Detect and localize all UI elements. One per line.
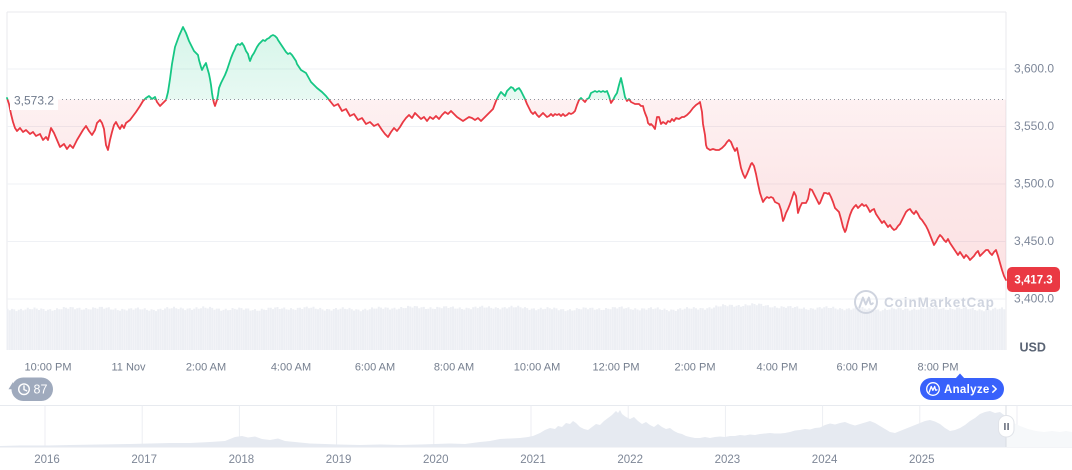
svg-text:2022: 2022 <box>617 454 643 466</box>
svg-text:2018: 2018 <box>229 454 255 466</box>
svg-text:2016: 2016 <box>34 454 60 466</box>
svg-text:CoinMarketCap: CoinMarketCap <box>884 295 995 310</box>
svg-text:4:00 AM: 4:00 AM <box>271 362 311 374</box>
svg-text:USD: USD <box>1020 341 1046 355</box>
svg-text:6:00 AM: 6:00 AM <box>355 362 395 374</box>
svg-text:11 Nov: 11 Nov <box>111 362 146 374</box>
svg-text:Analyze: Analyze <box>944 384 990 396</box>
svg-text:87: 87 <box>34 383 48 397</box>
svg-text:3,417.3: 3,417.3 <box>1014 275 1052 287</box>
svg-text:12:00 PM: 12:00 PM <box>592 362 639 374</box>
svg-text:10:00 AM: 10:00 AM <box>514 362 560 374</box>
svg-text:3,400.0: 3,400.0 <box>1014 292 1054 306</box>
svg-text:2025: 2025 <box>909 454 935 466</box>
svg-text:2019: 2019 <box>326 454 352 466</box>
svg-text:3,600.0: 3,600.0 <box>1014 62 1054 76</box>
svg-text:2024: 2024 <box>812 454 838 466</box>
svg-text:8:00 AM: 8:00 AM <box>434 362 474 374</box>
svg-text:3,550.0: 3,550.0 <box>1014 119 1054 133</box>
svg-text:10:00 PM: 10:00 PM <box>24 362 71 374</box>
svg-text:3,500.0: 3,500.0 <box>1014 177 1054 191</box>
svg-text:2:00 AM: 2:00 AM <box>186 362 226 374</box>
svg-text:3,573.2: 3,573.2 <box>14 94 54 108</box>
svg-text:2020: 2020 <box>423 454 449 466</box>
svg-text:2021: 2021 <box>520 454 546 466</box>
svg-text:2023: 2023 <box>715 454 741 466</box>
svg-text:4:00 PM: 4:00 PM <box>757 362 798 374</box>
svg-text:6:00 PM: 6:00 PM <box>837 362 878 374</box>
svg-text:2:00 PM: 2:00 PM <box>675 362 716 374</box>
svg-text:3,450.0: 3,450.0 <box>1014 234 1054 248</box>
svg-text:8:00 PM: 8:00 PM <box>918 362 959 374</box>
svg-text:2017: 2017 <box>131 454 157 466</box>
